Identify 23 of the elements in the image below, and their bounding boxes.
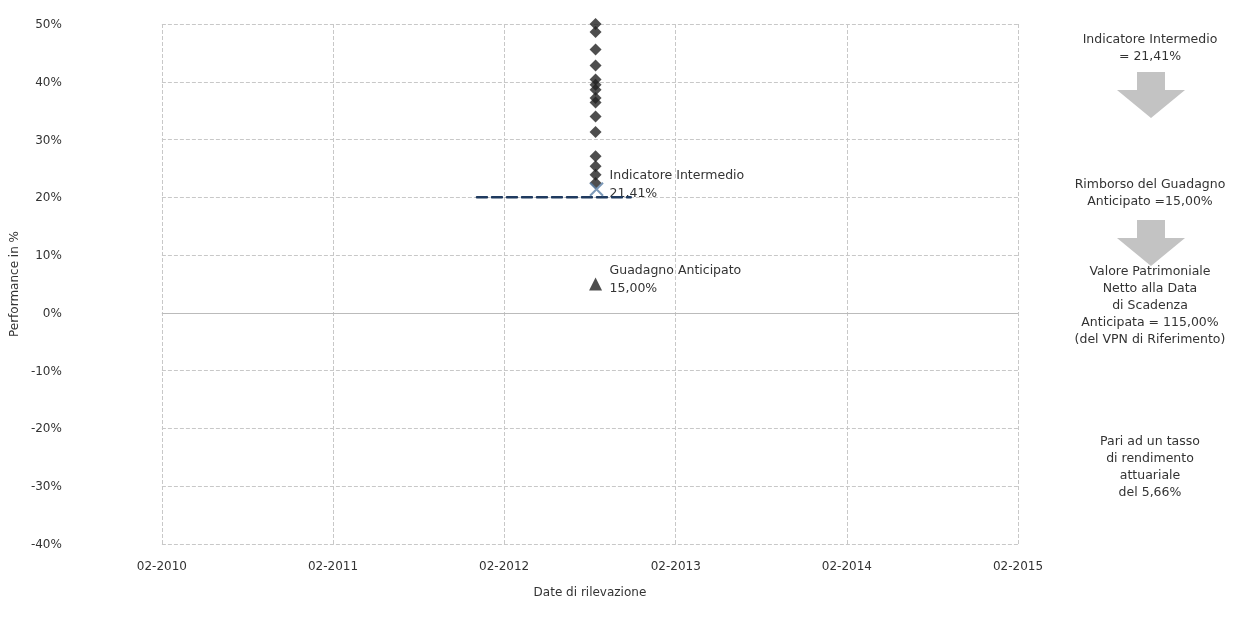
x-tick-label: 02-2014 [821, 559, 872, 573]
y-tick-label: 10% [35, 248, 62, 263]
annotation: Guadagno Anticipato 15,00% [609, 261, 742, 295]
text: Indicatore Intermedio = 21,41% [1081, 30, 1219, 64]
text: Rimborso del Guadagno Anticipato =15,00% [1073, 175, 1227, 209]
x-tick-label: 02-2010 [136, 559, 187, 573]
y-tick-label: 30% [35, 132, 62, 147]
x-tick-label: 02-2011 [307, 559, 359, 573]
text: Pari ad un tasso di rendimento attuariale del 5,66% [1099, 432, 1201, 500]
y-axis-title: Performance in % [7, 230, 21, 338]
y-tick-label: -10% [30, 363, 62, 378]
x-tick-label: 02-2012 [479, 559, 530, 573]
y-tick-label: 40% [35, 74, 62, 89]
x-tick-label: 02-2015 [992, 559, 1044, 573]
x-axis-title: Date di rilevazione [533, 585, 647, 599]
y-tick-label: 20% [35, 190, 62, 205]
y-tick-label: 0% [42, 305, 62, 320]
y-tick-label: -40% [30, 537, 62, 551]
x-tick-label: 02-2013 [650, 559, 701, 573]
y-tick-label: -20% [30, 421, 62, 436]
y-tick-label: -30% [30, 479, 62, 494]
y-tick-label: 50% [35, 17, 62, 31]
text: Valore Patrimoniale Netto alla Data di Scadenza Anticipata = 115,00% (del VPN di Riferimento) [1073, 262, 1227, 347]
